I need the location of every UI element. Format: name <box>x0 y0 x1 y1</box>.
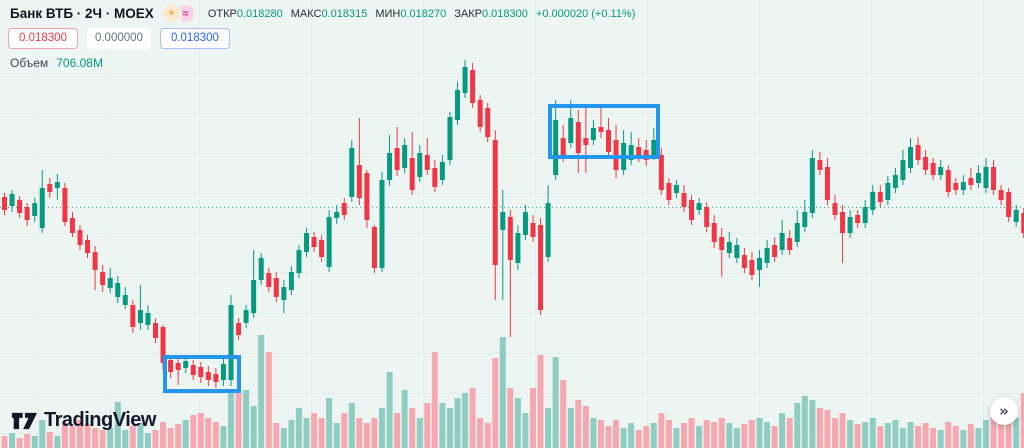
volume-value: 706.08M <box>56 56 103 70</box>
volume-histogram <box>1 335 1024 448</box>
tradingview-logo-icon <box>11 412 38 429</box>
price-change: +0.000020 (+0.11%) <box>535 7 636 20</box>
ohlc-open: ОТКР0.018280 <box>207 7 283 20</box>
volume-row: Объем 706.08M <box>10 56 103 70</box>
expand-panel-button[interactable]: » <box>990 397 1018 425</box>
trade-price-row: 0.018300 0.000000 0.018300 <box>8 28 230 49</box>
drawing-rectangle-2[interactable] <box>548 104 660 159</box>
buy-price-button[interactable]: 0.018300 <box>159 28 230 49</box>
chart-header: Банк ВТБ · 2Ч · MOEX ☀ ≈ ОТКР0.018280 МА… <box>10 5 635 22</box>
market-status-icons: ☀ ≈ <box>162 5 194 22</box>
sell-price-button[interactable]: 0.018300 <box>8 28 78 49</box>
ohlc-high: МАКС0.018315 <box>290 7 368 20</box>
tradingview-logo[interactable]: TradingView <box>11 409 156 432</box>
ohlc-row: ОТКР0.018280 МАКС0.018315 МИН0.018270 ЗА… <box>208 8 636 20</box>
drawing-rectangle-1[interactable] <box>163 355 241 393</box>
symbol-title[interactable]: Банк ВТБ · 2Ч · MOEX <box>10 6 154 21</box>
market-open-sun-icon[interactable]: ☀ <box>162 5 180 22</box>
delayed-data-icon[interactable]: ≈ <box>176 5 194 22</box>
volume-label[interactable]: Объем <box>10 56 49 70</box>
candles-series <box>2 60 1024 388</box>
ohlc-low: МИН0.018270 <box>375 7 447 20</box>
tradingview-logo-text: TradingView <box>44 409 156 431</box>
spread-value: 0.000000 <box>86 28 151 49</box>
ohlc-close: ЗАКР0.018300 <box>454 7 528 20</box>
